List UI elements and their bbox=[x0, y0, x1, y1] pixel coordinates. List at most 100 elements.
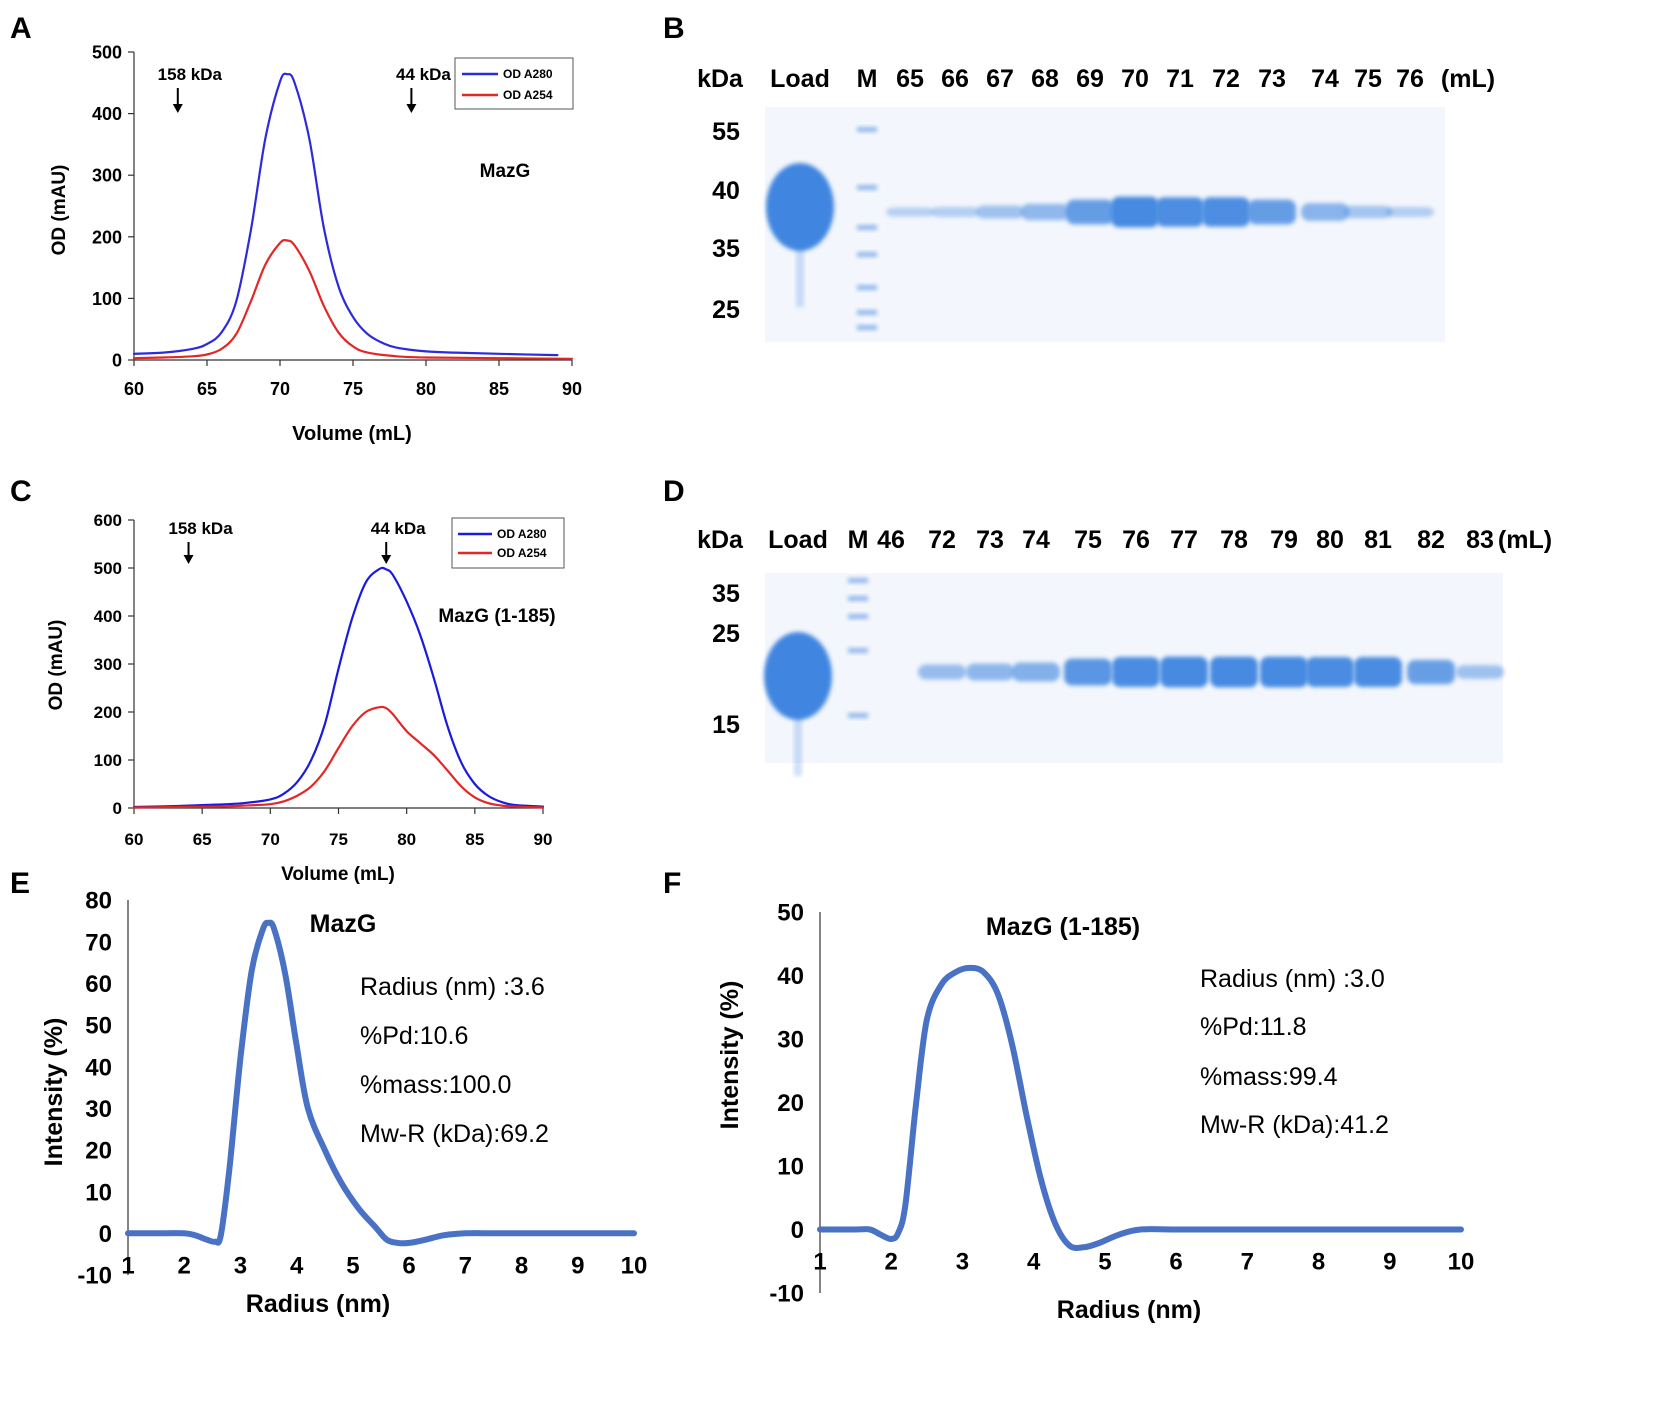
gel-band bbox=[1160, 656, 1208, 688]
y-tick-label: 300 bbox=[92, 166, 122, 186]
y-tick-label: 10 bbox=[85, 1179, 112, 1206]
x-tick-label: 4 bbox=[1027, 1249, 1041, 1276]
gel-band bbox=[1248, 199, 1296, 225]
chart-a-legend: OD A280 OD A254 bbox=[454, 57, 574, 110]
series-line-od-a280 bbox=[132, 566, 545, 809]
x-tick-label: 8 bbox=[515, 1252, 528, 1279]
gel-lane-label: 72 bbox=[928, 526, 956, 554]
x-tick-label: 70 bbox=[261, 830, 280, 849]
y-tick-label: 0 bbox=[791, 1217, 804, 1244]
stat-mass: %mass:99.4 bbox=[1200, 1063, 1338, 1091]
gel-marker-band bbox=[857, 252, 877, 257]
gel-band bbox=[1202, 197, 1250, 227]
gel-band bbox=[976, 205, 1024, 219]
gel-band bbox=[1260, 656, 1308, 688]
gel-band bbox=[1156, 197, 1204, 227]
gel-marker-band bbox=[857, 185, 877, 190]
chart-c-y-axis-label: OD (mAU) bbox=[46, 620, 67, 711]
gel-band bbox=[1111, 196, 1159, 228]
y-tick-label: 400 bbox=[94, 607, 122, 626]
panel-label-f: F bbox=[663, 867, 682, 900]
x-tick-label: 3 bbox=[234, 1252, 247, 1279]
y-tick-label: 100 bbox=[94, 751, 122, 770]
annotation-arrow-head bbox=[183, 555, 194, 564]
gel-marker-band bbox=[848, 614, 868, 619]
series-line-intensity bbox=[125, 919, 637, 1247]
gel-band bbox=[1456, 665, 1504, 679]
gel-lane-label: Load bbox=[770, 65, 830, 93]
gel-lane-label: 71 bbox=[1166, 65, 1194, 93]
gel-band bbox=[1386, 207, 1434, 217]
y-tick-label: -10 bbox=[77, 1263, 112, 1290]
gel-lane-label: 76 bbox=[1396, 65, 1424, 93]
gel-marker-band bbox=[848, 713, 868, 718]
gel-band bbox=[1021, 203, 1069, 221]
series-line-od-a280 bbox=[132, 72, 559, 357]
y-tick-label: 40 bbox=[85, 1054, 112, 1081]
y-tick-label: 600 bbox=[94, 511, 122, 530]
gel-band bbox=[1344, 205, 1392, 219]
stat-radius: Radius (nm) :3.0 bbox=[1200, 965, 1385, 993]
x-tick-label: 10 bbox=[1448, 1249, 1475, 1276]
chart-a-sec-mazg: 0 100 200 300 400 500 60 65 70 75 80 85 90 158 kDa 44… bbox=[49, 42, 582, 445]
gel-lane-label: 65 bbox=[896, 65, 924, 93]
y-tick-label: 500 bbox=[94, 559, 122, 578]
y-tick-label: 60 bbox=[85, 971, 112, 998]
panel-label-d: D bbox=[663, 475, 685, 508]
gel-band bbox=[1306, 657, 1354, 687]
gel-lane-label: 73 bbox=[976, 526, 1004, 554]
x-tick-label: 5 bbox=[346, 1252, 359, 1279]
chart-c-sec-mazg-1-185: 0 100 200 300 400 500 600 60 65 70 75 80 85 90 158 kD… bbox=[46, 511, 565, 885]
gel-lane-label: 74 bbox=[1311, 65, 1339, 93]
gel-band-load bbox=[766, 163, 834, 251]
y-tick-label: 200 bbox=[92, 227, 122, 247]
y-tick-label: 40 bbox=[777, 963, 804, 990]
series-line-od-a254 bbox=[132, 705, 545, 809]
gel-lane-label: 82 bbox=[1417, 526, 1445, 554]
gel-d-sds-page-mazg-1-185: Load M 46 72 73 74 75 76 77 78 79 80 81 82 83 35 25 15 kD… bbox=[697, 526, 1552, 776]
gel-marker-band bbox=[848, 578, 868, 583]
y-tick-label: 30 bbox=[777, 1027, 804, 1054]
y-tick-label: 500 bbox=[92, 42, 122, 62]
gel-lane-label: 68 bbox=[1031, 65, 1059, 93]
y-tick-label: 70 bbox=[85, 929, 112, 956]
chart-e-title: MazG bbox=[310, 910, 377, 938]
gel-band bbox=[918, 664, 966, 680]
series-line-od-a254 bbox=[132, 238, 574, 360]
gel-band-load bbox=[764, 632, 832, 720]
x-tick-label: 6 bbox=[402, 1252, 415, 1279]
y-tick-label: 200 bbox=[94, 703, 122, 722]
stat-mw: Mw-R (kDa):41.2 bbox=[1200, 1111, 1389, 1139]
gel-b-unit-label: (mL) bbox=[1441, 65, 1495, 93]
x-tick-label: 70 bbox=[270, 379, 290, 399]
x-tick-label: 75 bbox=[343, 379, 363, 399]
x-tick-label: 85 bbox=[489, 379, 509, 399]
annotation-label: 158 kDa bbox=[158, 65, 223, 84]
gel-band bbox=[1407, 659, 1455, 685]
y-tick-label: 400 bbox=[92, 104, 122, 124]
annotation-label: 44 kDa bbox=[396, 65, 451, 84]
stat-mass: %mass:100.0 bbox=[360, 1071, 511, 1099]
gel-marker-band bbox=[857, 127, 877, 132]
legend-label-a254: OD A254 bbox=[497, 546, 547, 560]
x-tick-label: 60 bbox=[125, 830, 144, 849]
gel-lane-label: 66 bbox=[941, 65, 969, 93]
gel-lane-label: 75 bbox=[1074, 526, 1102, 554]
gel-lane-label: 78 bbox=[1220, 526, 1248, 554]
gel-lane-label: 67 bbox=[986, 65, 1014, 93]
x-tick-label: 65 bbox=[197, 379, 217, 399]
gel-marker-band bbox=[857, 225, 877, 230]
annotation-arrow-head bbox=[406, 104, 417, 113]
x-tick-label: 65 bbox=[193, 830, 212, 849]
gel-lane-label: 80 bbox=[1316, 526, 1344, 554]
gel-d-unit-label: (mL) bbox=[1498, 526, 1552, 554]
legend-label-a280: OD A280 bbox=[503, 67, 553, 81]
x-tick-label: 85 bbox=[465, 830, 484, 849]
gel-lane-label: 83 bbox=[1466, 526, 1494, 554]
gel-marker-label: 15 bbox=[712, 711, 740, 739]
chart-f-stats: Radius (nm) :3.0 %Pd:11.8 %mass:99.4 Mw-… bbox=[1200, 965, 1389, 1139]
gel-lane-label: 69 bbox=[1076, 65, 1104, 93]
gel-band bbox=[1354, 657, 1402, 687]
gel-lane-label: 70 bbox=[1121, 65, 1149, 93]
x-tick-label: 1 bbox=[121, 1252, 134, 1279]
